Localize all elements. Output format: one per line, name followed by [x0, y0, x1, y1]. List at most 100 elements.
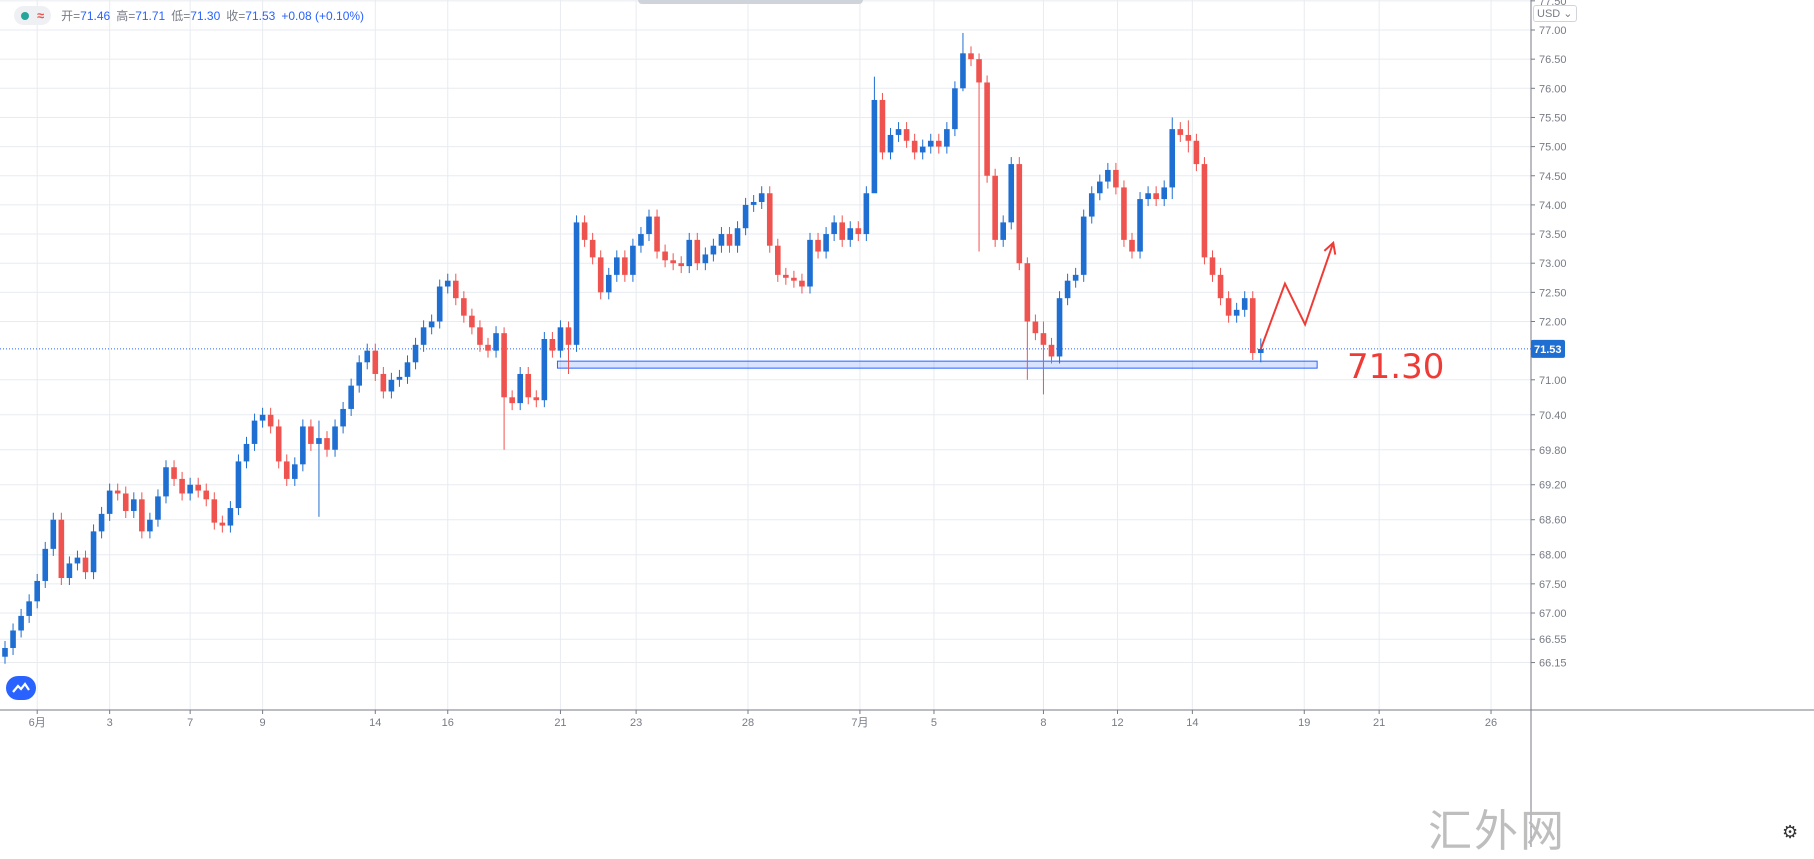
candle-up: [106, 483, 113, 521]
price-tick-label: 74.00: [1539, 200, 1567, 212]
candle-up: [18, 608, 24, 638]
candle-body: [316, 438, 322, 444]
price-tick-label: 67.50: [1539, 579, 1567, 591]
candle-up: [750, 194, 757, 212]
symbol-status[interactable]: ≈: [14, 6, 52, 25]
candle-body: [82, 557, 89, 573]
candle-body: [710, 245, 717, 255]
candle-body: [283, 461, 290, 479]
candle-body: [1080, 216, 1087, 275]
candle-up: [404, 355, 411, 384]
candle-body: [147, 519, 153, 532]
candle-body: [106, 490, 113, 514]
candle-body: [380, 373, 387, 392]
time-tick-label: 19: [1298, 717, 1310, 729]
candle-body: [581, 222, 588, 240]
candle-up: [614, 250, 620, 282]
candle-body: [775, 245, 781, 275]
candle-up: [646, 209, 652, 242]
toolbar-handle[interactable]: [638, 0, 863, 4]
candle-down: [654, 209, 660, 259]
candle-up: [944, 122, 950, 154]
candle-up: [300, 419, 306, 472]
watermark: 汇外网: [1428, 806, 1566, 857]
candle-up: [1233, 302, 1240, 323]
price-tick-label: 77.50: [1539, 0, 1567, 8]
candle-body: [911, 140, 918, 153]
price-tick-label: 68.00: [1539, 550, 1567, 562]
change-value: +0.08 (+0.10%): [281, 8, 365, 23]
gear-icon[interactable]: ⚙: [1782, 822, 1799, 842]
candle-body: [766, 193, 773, 246]
candle-body: [622, 257, 628, 275]
wave-icon: ≈: [37, 8, 45, 23]
candle-body: [1209, 257, 1216, 275]
time-tick-label: 14: [369, 717, 381, 729]
candle-down: [324, 431, 330, 457]
price-tick-label: 72.50: [1539, 287, 1567, 299]
candle-down: [477, 320, 483, 352]
candle-body: [493, 333, 499, 351]
candle-body: [1193, 140, 1200, 165]
candle-body: [179, 478, 185, 494]
candle-up: [952, 81, 958, 137]
candle-body: [485, 344, 491, 351]
candle-up: [131, 492, 137, 518]
candle-body: [533, 397, 540, 401]
candle-body: [58, 519, 65, 579]
price-tick-label: 66.15: [1539, 658, 1567, 670]
candle-body: [388, 379, 395, 392]
candle-body: [74, 557, 81, 564]
candle-down: [1016, 157, 1023, 271]
candle-up: [292, 457, 298, 486]
currency-selector[interactable]: USD ⌄: [1533, 5, 1577, 22]
candle-body: [855, 228, 862, 235]
candle-body: [936, 140, 942, 147]
candle-body: [203, 490, 210, 500]
tradingview-logo-icon[interactable]: [6, 676, 36, 700]
candle-down: [670, 253, 676, 271]
candle-down: [461, 291, 467, 323]
candle-up: [734, 221, 741, 253]
candle-body: [308, 426, 314, 444]
candle-body: [1185, 134, 1192, 141]
candle-up: [388, 372, 395, 399]
price-tick-label: 76.50: [1539, 54, 1567, 66]
candle-up: [74, 550, 81, 571]
candle-body: [791, 277, 797, 281]
candle-body: [638, 234, 644, 246]
time-tick-label: 5: [931, 717, 937, 729]
candle-body: [243, 443, 250, 462]
candle-down: [622, 250, 628, 282]
candle-body: [18, 615, 24, 631]
candle-up: [1008, 157, 1015, 230]
candle-up: [710, 238, 717, 262]
time-tick-label: 28: [742, 717, 754, 729]
candle-up: [1241, 291, 1248, 317]
time-tick-label: 7月: [851, 717, 868, 729]
candle-body: [799, 280, 805, 287]
candle-down: [903, 122, 910, 148]
candle-up: [34, 573, 40, 609]
close-value: 71.53: [245, 8, 276, 23]
candle-up: [364, 343, 371, 370]
candle-down: [1249, 291, 1256, 360]
candle-body: [219, 522, 226, 526]
candle-body: [944, 129, 950, 147]
candle-up: [927, 133, 934, 154]
price-tick-label: 67.00: [1539, 608, 1567, 620]
candle-body: [122, 493, 129, 511]
time-tick-label: 12: [1111, 717, 1123, 729]
candle-up: [1145, 186, 1151, 207]
candle-body: [839, 222, 845, 240]
candle-up: [340, 401, 346, 434]
candle-body: [195, 484, 201, 491]
candle-body: [1048, 344, 1055, 357]
candle-up: [66, 556, 73, 586]
candle-up: [348, 378, 354, 416]
candle-up: [332, 419, 338, 457]
candle-down: [1040, 321, 1047, 395]
candle-up: [557, 320, 564, 358]
candle-down: [1129, 232, 1135, 259]
